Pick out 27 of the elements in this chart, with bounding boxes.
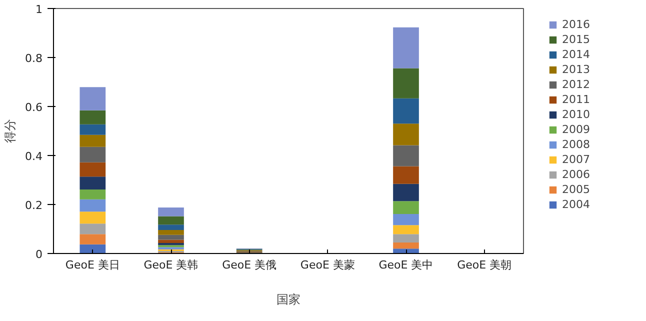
y-tick-label: 1	[36, 3, 42, 16]
legend-label: 2015	[562, 33, 590, 46]
y-axis-title: 得分	[3, 119, 18, 143]
legend-label: 2005	[562, 183, 590, 196]
x-tick-label: GeoE 美俄	[222, 258, 277, 272]
legend-label: 2009	[562, 123, 590, 136]
x-tick-label: GeoE 美中	[378, 258, 434, 272]
legend-label: 2010	[562, 108, 590, 121]
legend-label: 2011	[562, 93, 590, 106]
x-tick-label: GeoE 美蒙	[300, 258, 355, 272]
x-axis-title: 国家	[276, 292, 300, 306]
x-tick-label: GeoE 美日	[65, 258, 120, 272]
y-tick-label: 0.8	[25, 52, 43, 65]
y-tick-label: 0.2	[25, 199, 43, 212]
legend-label: 2014	[562, 48, 590, 61]
legend-label: 2004	[562, 198, 590, 211]
legend-label: 2008	[562, 138, 590, 151]
legend-label: 2012	[562, 78, 590, 91]
y-tick-label: 0	[36, 248, 42, 261]
x-tick-label: GeoE 美韩	[144, 258, 198, 272]
legend-label: 2013	[562, 63, 590, 76]
x-tick-label: GeoE 美朝	[457, 258, 512, 272]
legend-label: 2006	[562, 168, 590, 181]
legend-label: 2016	[562, 18, 590, 31]
legend-label: 2007	[562, 153, 590, 166]
y-tick-label: 0.6	[25, 101, 43, 114]
y-tick-label: 0.4	[25, 150, 43, 163]
